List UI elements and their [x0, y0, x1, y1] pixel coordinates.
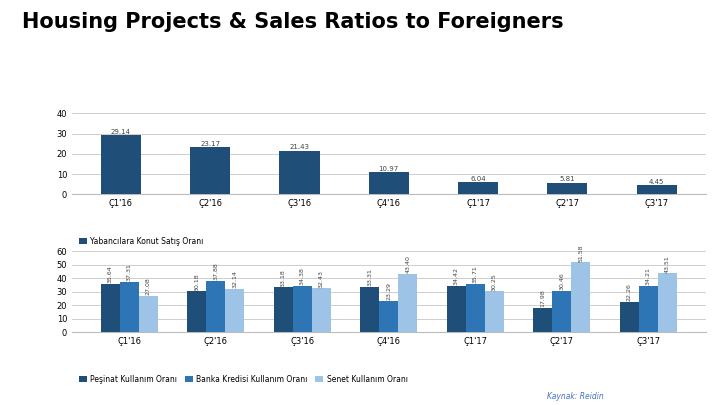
Text: 51.58: 51.58	[578, 244, 583, 262]
Text: 32.43: 32.43	[319, 270, 324, 288]
Text: 23.29: 23.29	[387, 282, 391, 300]
Text: 37.88: 37.88	[213, 262, 218, 280]
Bar	[293, 286, 312, 332]
Text: 4.45: 4.45	[649, 179, 665, 185]
Text: 34.21: 34.21	[646, 267, 651, 285]
Text: 32.14: 32.14	[233, 270, 238, 288]
Text: 30.46: 30.46	[559, 273, 564, 290]
Text: 37.31: 37.31	[127, 263, 132, 281]
Bar	[120, 282, 139, 332]
Text: 5.81: 5.81	[559, 176, 575, 182]
Text: 21.43: 21.43	[289, 145, 310, 150]
Bar	[369, 172, 409, 194]
Bar	[466, 284, 485, 332]
Text: Kaynak: Reidin: Kaynak: Reidin	[547, 392, 604, 401]
Text: 10.97: 10.97	[379, 166, 399, 172]
Bar	[225, 289, 244, 332]
Text: 35.71: 35.71	[473, 265, 478, 283]
Text: 43.51: 43.51	[665, 255, 670, 273]
Bar	[636, 185, 677, 194]
Bar	[101, 284, 120, 332]
Bar	[398, 273, 418, 332]
Text: 6.04: 6.04	[470, 175, 486, 181]
Text: 17.98: 17.98	[540, 290, 545, 307]
Bar	[571, 262, 590, 332]
Text: 33.18: 33.18	[281, 269, 286, 287]
Text: 30.18: 30.18	[194, 273, 199, 291]
Text: 34.42: 34.42	[454, 267, 459, 285]
Text: Housing Projects & Sales Ratios to Foreigners: Housing Projects & Sales Ratios to Forei…	[22, 12, 563, 32]
Bar	[379, 301, 398, 332]
Text: 23.17: 23.17	[200, 141, 220, 147]
Text: 27.08: 27.08	[146, 277, 151, 295]
Bar	[639, 286, 658, 332]
Bar	[139, 296, 158, 332]
Bar	[552, 291, 571, 332]
Legend: Yabancılara Konut Satış Oranı: Yabancılara Konut Satış Oranı	[76, 234, 207, 249]
Text: 35.64: 35.64	[108, 266, 113, 284]
Text: 22.26: 22.26	[626, 284, 631, 301]
Bar	[485, 291, 504, 332]
Text: 43.40: 43.40	[405, 255, 410, 273]
Legend: Peşinat Kullanım Oranı, Banka Kredisi Kullanım Oranı, Senet Kullanım Oranı: Peşinat Kullanım Oranı, Banka Kredisi Ku…	[76, 371, 411, 387]
Bar	[547, 183, 588, 194]
Bar	[279, 151, 320, 194]
Bar	[534, 308, 552, 332]
Bar	[187, 291, 207, 332]
Text: 29.14: 29.14	[111, 129, 131, 135]
Bar	[101, 135, 141, 194]
Text: 33.31: 33.31	[367, 269, 372, 286]
Bar	[360, 287, 379, 332]
Bar	[207, 281, 225, 332]
Bar	[190, 147, 230, 194]
Text: 30.25: 30.25	[492, 273, 497, 291]
Bar	[658, 273, 677, 332]
Bar	[620, 302, 639, 332]
Bar	[446, 286, 466, 332]
Text: 34.38: 34.38	[300, 267, 305, 285]
Bar	[312, 288, 331, 332]
Bar	[274, 287, 293, 332]
Bar	[458, 182, 498, 194]
